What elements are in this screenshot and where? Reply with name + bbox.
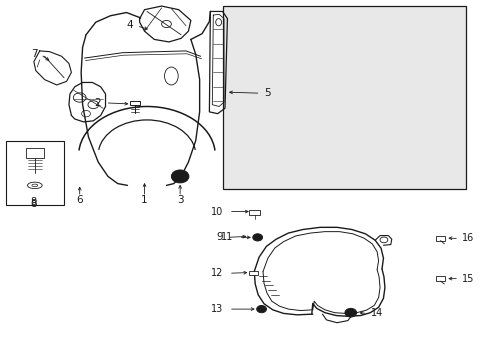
Circle shape (256, 306, 266, 313)
Text: 2: 2 (94, 98, 101, 108)
Circle shape (171, 170, 188, 183)
Bar (249, 210, 260, 215)
Ellipse shape (27, 182, 42, 189)
Ellipse shape (32, 184, 38, 186)
Text: 4: 4 (126, 20, 133, 30)
Text: 16: 16 (461, 233, 473, 243)
Text: 1: 1 (141, 195, 147, 205)
Text: 8: 8 (30, 199, 37, 210)
Text: 13: 13 (210, 304, 223, 314)
Bar (249, 271, 258, 275)
Text: 7: 7 (31, 49, 37, 59)
Bar (5, 140, 64, 205)
Text: 5: 5 (264, 88, 270, 98)
Bar (435, 235, 445, 240)
Text: 3: 3 (177, 195, 183, 205)
Circle shape (259, 307, 264, 311)
Text: 11: 11 (220, 232, 232, 242)
Bar (222, 6, 466, 189)
Text: 12: 12 (210, 268, 223, 278)
Text: 9: 9 (216, 232, 223, 242)
Text: 6: 6 (76, 195, 83, 205)
Circle shape (252, 234, 262, 241)
Text: 14: 14 (370, 309, 383, 318)
Circle shape (255, 235, 260, 239)
Text: 15: 15 (461, 274, 473, 284)
Circle shape (344, 309, 356, 317)
Bar (130, 100, 140, 105)
Bar (435, 276, 445, 281)
Bar (26, 148, 43, 158)
Text: 8: 8 (31, 197, 37, 207)
Text: 10: 10 (210, 207, 223, 217)
Circle shape (347, 311, 353, 315)
Circle shape (176, 174, 183, 179)
